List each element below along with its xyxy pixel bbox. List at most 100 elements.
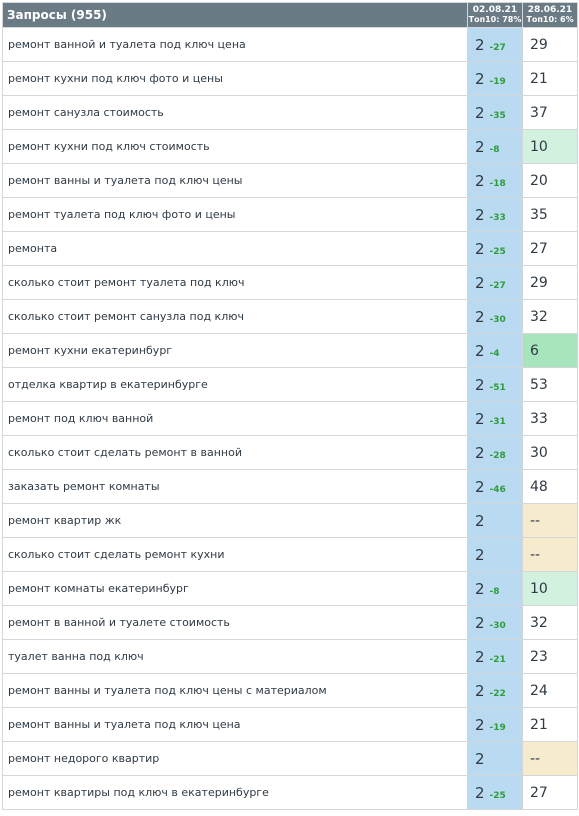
current-position-cell: 2 -22 (467, 673, 523, 708)
position-value: 2 (475, 783, 485, 802)
query-text[interactable]: ремонт ванны и туалета под ключ цены с м… (2, 673, 468, 708)
query-text[interactable]: ремонт кухни под ключ стоимость (2, 129, 468, 164)
position-value: 2 (475, 647, 485, 666)
query-text[interactable]: ремонт ванны и туалета под ключ цена (2, 707, 468, 742)
query-text[interactable]: сколько стоит ремонт санузла под ключ (2, 299, 468, 334)
previous-position-cell: 29 (522, 27, 578, 62)
current-position-cell: 2 -25 (467, 231, 523, 266)
current-position-cell: 2 -35 (467, 95, 523, 130)
query-text[interactable]: заказать ремонт комнаты (2, 469, 468, 504)
previous-position-cell: 48 (522, 469, 578, 504)
previous-position-cell: 30 (522, 435, 578, 470)
table-row[interactable]: ремонт санузла стоимость 2 -35 37 (2, 95, 578, 130)
query-text[interactable]: ремонт в ванной и туалете стоимость (2, 605, 468, 640)
previous-position-cell: 29 (522, 265, 578, 300)
previous-position-cell: 10 (522, 571, 578, 606)
position-change: -8 (489, 586, 500, 597)
queries-count-header[interactable]: Запросы (955) (2, 2, 468, 28)
previous-position-cell: 53 (522, 367, 578, 402)
table-row[interactable]: сколько стоит сделать ремонт кухни 2 -- (2, 537, 578, 572)
date-column-previous[interactable]: 28.06.21 Топ10: 6% (522, 2, 578, 28)
previous-position-cell: 21 (522, 707, 578, 742)
query-text[interactable]: ремонт ванны и туалета под ключ цены (2, 163, 468, 198)
previous-position-cell: 37 (522, 95, 578, 130)
query-text[interactable]: ремонта (2, 231, 468, 266)
table-row[interactable]: ремонт кухни под ключ стоимость 2 -8 10 (2, 129, 578, 164)
table-row[interactable]: ремонт ванной и туалета под ключ цена 2 -2… (2, 27, 578, 62)
position-change: -30 (489, 620, 506, 631)
table-row[interactable]: ремонт квартир жк 2 -- (2, 503, 578, 538)
position-value: 2 (475, 443, 485, 462)
position-value: 2 (475, 375, 485, 394)
position-value: 2 (475, 69, 485, 88)
query-text[interactable]: ремонт квартиры под ключ в екатеринбурге (2, 775, 468, 810)
position-value: 2 (475, 545, 485, 564)
previous-position-cell: 33 (522, 401, 578, 436)
previous-position-cell: -- (522, 503, 578, 538)
table-row[interactable]: ремонт ванны и туалета под ключ цены 2 -18… (2, 163, 578, 198)
query-text[interactable]: ремонт ванной и туалета под ключ цена (2, 27, 468, 62)
current-position-cell: 2 -18 (467, 163, 523, 198)
table-row[interactable]: сколько стоит сделать ремонт в ванной 2 -2… (2, 435, 578, 470)
table-row[interactable]: ремонт кухни под ключ фото и цены 2 -19 21 (2, 61, 578, 96)
current-position-cell: 2 (467, 537, 523, 572)
table-row[interactable]: отделка квартир в екатеринбурге 2 -51 53 (2, 367, 578, 402)
query-text[interactable]: ремонт кухни екатеринбург (2, 333, 468, 368)
query-text[interactable]: сколько стоит ремонт туалета под ключ (2, 265, 468, 300)
position-change: -21 (489, 654, 506, 665)
current-position-cell: 2 -19 (467, 707, 523, 742)
position-change: -28 (489, 450, 506, 461)
current-position-cell: 2 -25 (467, 775, 523, 810)
position-value: 2 (475, 681, 485, 700)
query-text[interactable]: сколько стоит сделать ремонт кухни (2, 537, 468, 572)
current-position-cell: 2 -30 (467, 605, 523, 640)
table-row[interactable]: сколько стоит ремонт туалета под ключ 2 -2… (2, 265, 578, 300)
position-change: -22 (489, 688, 506, 699)
table-row[interactable]: ремонт в ванной и туалете стоимость 2 -30 3… (2, 605, 578, 640)
query-text[interactable]: туалет ванна под ключ (2, 639, 468, 674)
position-value: 2 (475, 341, 485, 360)
previous-position-cell: 32 (522, 605, 578, 640)
table-row[interactable]: ремонт кухни екатеринбург 2 -4 6 (2, 333, 578, 368)
position-change: -51 (489, 382, 506, 393)
position-change: -19 (489, 76, 506, 87)
table-row[interactable]: заказать ремонт комнаты 2 -46 48 (2, 469, 578, 504)
table-row[interactable]: туалет ванна под ключ 2 -21 23 (2, 639, 578, 674)
query-text[interactable]: ремонт недорого квартир (2, 741, 468, 776)
previous-position-cell: 23 (522, 639, 578, 674)
query-text[interactable]: сколько стоит сделать ремонт в ванной (2, 435, 468, 470)
table-row[interactable]: ремонт квартиры под ключ в екатеринбурге… (2, 775, 578, 810)
table-row[interactable]: ремонт недорого квартир 2 -- (2, 741, 578, 776)
query-text[interactable]: ремонт санузла стоимость (2, 95, 468, 130)
table-row[interactable]: ремонт туалета под ключ фото и цены 2 -33 3… (2, 197, 578, 232)
position-value: 2 (475, 307, 485, 326)
position-change: -35 (489, 110, 506, 121)
table-row[interactable]: ремонт под ключ ванной 2 -31 33 (2, 401, 578, 436)
table-row[interactable]: сколько стоит ремонт санузла под ключ 2 -3… (2, 299, 578, 334)
current-position-cell: 2 (467, 741, 523, 776)
date-column-current[interactable]: 02.08.21 Топ10: 78% (467, 2, 523, 28)
table-header: Запросы (955) 02.08.21 Топ10: 78% 28.06.… (2, 2, 578, 28)
date-label: 02.08.21 (472, 5, 518, 15)
current-position-cell: 2 -8 (467, 129, 523, 164)
previous-position-cell: -- (522, 741, 578, 776)
query-text[interactable]: ремонт квартир жк (2, 503, 468, 538)
query-text[interactable]: ремонт туалета под ключ фото и цены (2, 197, 468, 232)
table-row[interactable]: ремонт ванны и туалета под ключ цена 2 -19… (2, 707, 578, 742)
query-text[interactable]: ремонт комнаты екатеринбург (2, 571, 468, 606)
table-row[interactable]: ремонта 2 -25 27 (2, 231, 578, 266)
table-row[interactable]: ремонт комнаты екатеринбург 2 -8 10 (2, 571, 578, 606)
table-row[interactable]: ремонт ванны и туалета под ключ цены с м… (2, 673, 578, 708)
position-change: -4 (489, 348, 500, 359)
query-text[interactable]: ремонт кухни под ключ фото и цены (2, 61, 468, 96)
query-text[interactable]: отделка квартир в екатеринбурге (2, 367, 468, 402)
date-label: 28.06.21 (527, 5, 573, 15)
current-position-cell: 2 -46 (467, 469, 523, 504)
previous-position-cell: 35 (522, 197, 578, 232)
previous-position-cell: -- (522, 537, 578, 572)
previous-position-cell: 24 (522, 673, 578, 708)
current-position-cell: 2 -30 (467, 299, 523, 334)
query-text[interactable]: ремонт под ключ ванной (2, 401, 468, 436)
position-change: -31 (489, 416, 506, 427)
